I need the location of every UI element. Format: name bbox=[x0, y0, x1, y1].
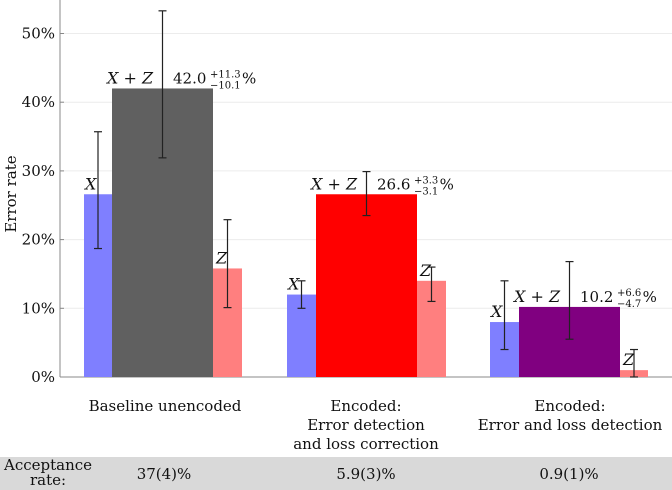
y-tick-label: 50% bbox=[22, 25, 55, 43]
error-rate-chart: 0% 10% 20% 30% 40% 50% Error rate X X + Z 42.0 +11… bbox=[2, 0, 672, 386]
y-tick-label: 20% bbox=[22, 231, 55, 249]
value-plus-error: +3.3 bbox=[414, 175, 438, 186]
value-minus-error: −3.1 bbox=[414, 186, 438, 197]
series-label-xz: X + Z bbox=[105, 68, 154, 87]
value-unit: % bbox=[440, 175, 454, 193]
value-unit: % bbox=[242, 69, 256, 87]
acceptance-rate-row: Acceptance rate: 37(4)% 5.9(3)% 0.9(1)% bbox=[0, 457, 672, 490]
value-minus-error: −10.1 bbox=[210, 80, 241, 91]
acceptance-rate-title: Acceptance rate: bbox=[3, 456, 93, 489]
value-label-xz: 42.0 bbox=[173, 69, 206, 87]
series-label-xz: X + Z bbox=[512, 287, 561, 306]
value-plus-error: +6.6 bbox=[617, 288, 641, 299]
bar-xz bbox=[316, 194, 417, 377]
value-unit: % bbox=[643, 288, 657, 306]
series-label-z: Z bbox=[622, 350, 635, 369]
y-tick-label: 40% bbox=[22, 93, 55, 111]
value-plus-error: +11.3 bbox=[210, 69, 241, 80]
series-label-x: X bbox=[286, 275, 300, 294]
series-label-z: Z bbox=[419, 261, 432, 280]
y-axis-label: Error rate bbox=[2, 155, 20, 232]
value-label-xz: 26.6 bbox=[377, 175, 410, 193]
category-label-encoded-detection: Encoded: Error and loss detection bbox=[477, 397, 663, 434]
value-minus-error: −4.7 bbox=[617, 299, 641, 310]
series-label-x: X bbox=[489, 302, 503, 321]
category-label-encoded-correction: Encoded: Error detection and loss correc… bbox=[293, 397, 439, 453]
series-label-z: Z bbox=[215, 248, 228, 267]
y-tick-label: 10% bbox=[22, 299, 55, 317]
y-tick-label: 0% bbox=[31, 368, 55, 386]
acceptance-rate-encoded-detection: 0.9(1)% bbox=[539, 465, 599, 483]
y-tick-label: 30% bbox=[22, 162, 55, 180]
value-label-xz: 10.2 bbox=[580, 288, 613, 306]
acceptance-rate-baseline: 37(4)% bbox=[136, 465, 192, 483]
category-label-baseline: Baseline unencoded bbox=[88, 397, 242, 415]
series-label-xz: X + Z bbox=[309, 174, 358, 193]
acceptance-rate-encoded-correction: 5.9(3)% bbox=[336, 465, 396, 483]
series-label-x: X bbox=[83, 174, 97, 193]
